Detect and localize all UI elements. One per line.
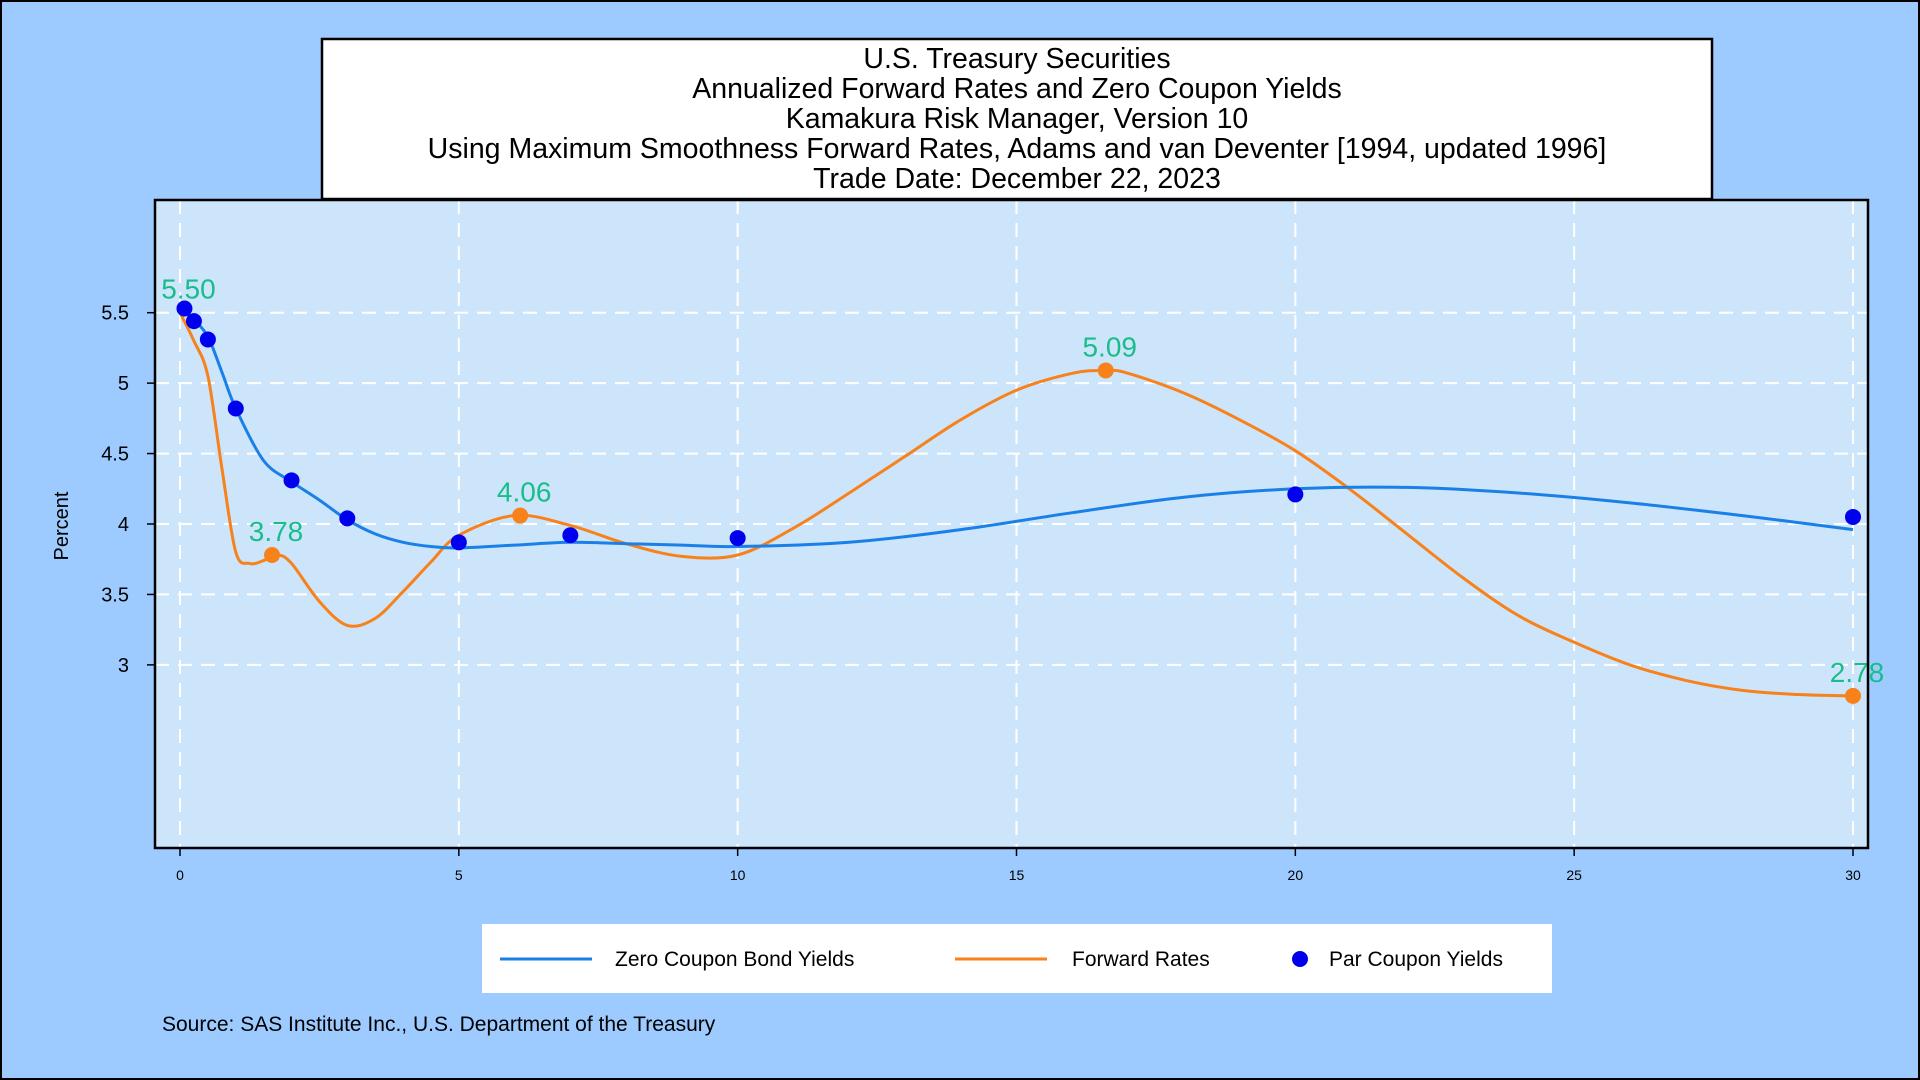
par-coupon-point (339, 510, 356, 527)
data-label: 5.09 (1082, 331, 1137, 362)
par-coupon-point (729, 530, 746, 547)
title-line-2: Annualized Forward Rates and Zero Coupon… (692, 73, 1342, 105)
forward-rate-point (1097, 362, 1114, 379)
axes: 0 5 10 15 20 25 30 3 3.5 4 4.5 5 5.5 (101, 303, 1861, 883)
source-note: Source: SAS Institute Inc., U.S. Departm… (162, 1013, 716, 1036)
y-tick-label: 4 (118, 514, 129, 536)
marker-layer (176, 300, 1861, 704)
y-tick-label: 3 (118, 655, 129, 677)
title-line-4: Using Maximum Smoothness Forward Rates, … (428, 133, 1607, 165)
zero-coupon-yield-line (183, 311, 1854, 550)
grid (155, 200, 1868, 848)
x-tick-label: 15 (1009, 867, 1025, 883)
legend-label-par: Par Coupon Yields (1329, 948, 1503, 971)
par-coupon-point (283, 472, 300, 489)
legend-label-forward: Forward Rates (1072, 948, 1210, 971)
par-coupon-point (185, 313, 202, 330)
x-tick-label: 20 (1288, 867, 1304, 883)
legend: Zero Coupon Bond Yields Forward Rates Pa… (500, 948, 1503, 971)
x-tick-label: 10 (730, 867, 746, 883)
par-coupon-point (227, 400, 244, 417)
forward-rate-point (1845, 687, 1861, 704)
y-tick-label: 4.5 (101, 444, 129, 466)
y-tick-label: 5 (118, 373, 129, 395)
y-tick-label: 3.5 (101, 584, 129, 606)
par-coupon-point (199, 331, 216, 348)
forward-rate-point (264, 546, 281, 563)
x-tick-label: 0 (176, 867, 184, 883)
par-coupon-point (1287, 486, 1304, 503)
x-tick-label: 5 (455, 867, 463, 883)
par-coupon-point (562, 527, 579, 544)
title-line-1: U.S. Treasury Securities (863, 43, 1170, 75)
y-tick-label: 5.5 (101, 303, 129, 325)
title-line-3: Kamakura Risk Manager, Version 10 (786, 103, 1249, 135)
title-line-5: Trade Date: December 22, 2023 (813, 163, 1221, 195)
data-label: 3.78 (249, 516, 304, 547)
chart-title: U.S. Treasury Securities Annualized Forw… (428, 43, 1607, 195)
x-tick-label: 30 (1845, 867, 1861, 883)
data-label: 2.78 (1830, 657, 1885, 688)
annotation-layer: 5.50 3.78 4.06 5.09 2.78 (161, 274, 1884, 688)
x-tick-label: 25 (1566, 867, 1582, 883)
par-coupon-point (176, 300, 193, 317)
par-coupon-point (1845, 508, 1861, 525)
par-coupon-point (450, 534, 467, 551)
legend-label-zero-coupon: Zero Coupon Bond Yields (615, 948, 854, 971)
y-axis-title: Percent (51, 491, 73, 560)
forward-rate-point (512, 507, 529, 524)
data-label: 4.06 (497, 477, 552, 508)
legend-swatch-par (1292, 951, 1308, 967)
title-box (320, 37, 1714, 201)
data-label: 5.50 (161, 274, 216, 305)
